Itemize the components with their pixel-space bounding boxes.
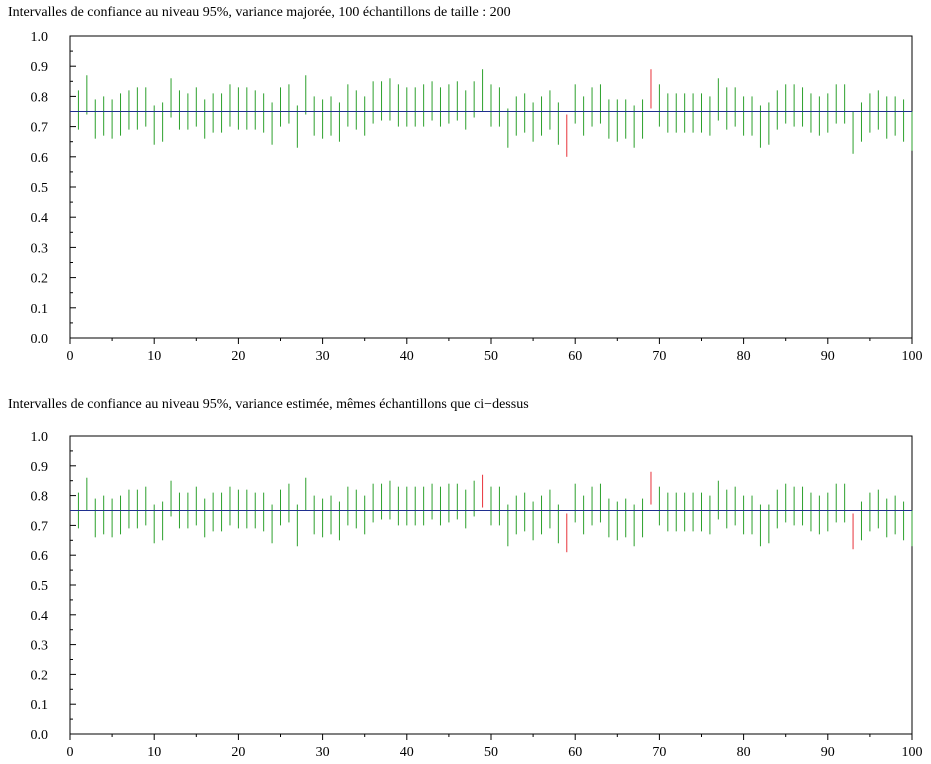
y-tick-label: 0.4 xyxy=(31,609,49,624)
y-tick-label: 0.2 xyxy=(31,272,49,287)
x-tick-label: 30 xyxy=(316,745,330,760)
y-tick-label: 1.0 xyxy=(31,30,49,45)
y-tick-label: 0.0 xyxy=(31,728,49,743)
x-tick-label: 0 xyxy=(67,349,74,364)
plot-frame xyxy=(69,35,913,339)
x-tick-label: 50 xyxy=(484,349,498,364)
x-tick-label: 100 xyxy=(902,745,923,760)
y-tick-label: 0.3 xyxy=(31,639,49,654)
y-tick-label: 0.7 xyxy=(31,519,49,534)
y-tick-label: 0.3 xyxy=(31,241,49,256)
x-tick-label: 80 xyxy=(737,745,751,760)
y-tick-label: 0.1 xyxy=(31,698,49,713)
x-tick-label: 50 xyxy=(484,745,498,760)
y-tick-label: 0.9 xyxy=(31,60,49,75)
x-tick-label: 10 xyxy=(147,349,161,364)
y-tick-label: 0.1 xyxy=(31,302,49,317)
confidence-interval-chart: 0.0 0.1 0.2 0.3 0.4 0.5 0.6 0.7 0.8 0.9 1.0 0 10 20 30… xyxy=(31,430,923,760)
x-tick-label: 20 xyxy=(231,745,245,760)
x-tick-label: 10 xyxy=(147,745,161,760)
y-tick-label: 0.8 xyxy=(31,90,49,105)
plot-frame xyxy=(69,435,913,735)
y-tick-label: 0.4 xyxy=(31,211,49,226)
x-tick-label: 70 xyxy=(652,745,666,760)
y-tick-label: 0.5 xyxy=(31,579,49,594)
x-tick-label: 80 xyxy=(737,349,751,364)
y-tick-label: 0.0 xyxy=(31,332,49,347)
x-tick-label: 60 xyxy=(568,349,582,364)
chart-title: Intervalles de confiance au niveau 95%, … xyxy=(8,397,529,412)
y-tick-label: 0.7 xyxy=(31,121,49,136)
y-tick-label: 0.6 xyxy=(31,549,49,564)
y-tick-label: 0.9 xyxy=(31,460,49,475)
y-tick-label: 1.0 xyxy=(31,430,49,445)
x-tick-label: 0 xyxy=(67,745,74,760)
x-tick-label: 40 xyxy=(400,745,414,760)
confidence-interval-chart: 0.0 0.1 0.2 0.3 0.4 0.5 0.6 0.7 0.8 0.9 1.0 0 10 20 30… xyxy=(31,30,923,364)
chart-title: Intervalles de confiance au niveau 95%, … xyxy=(8,5,511,20)
x-tick-label: 90 xyxy=(821,745,835,760)
chart-panel-bottom: Intervalles de confiance au niveau 95%, … xyxy=(0,386,931,764)
x-tick-label: 90 xyxy=(821,349,835,364)
y-tick-label: 0.5 xyxy=(31,181,49,196)
x-tick-label: 30 xyxy=(316,349,330,364)
y-tick-label: 0.6 xyxy=(31,151,49,166)
x-tick-label: 60 xyxy=(568,745,582,760)
y-tick-label: 0.2 xyxy=(31,668,49,683)
x-tick-label: 70 xyxy=(652,349,666,364)
chart-panel-top: Intervalles de confiance au niveau 95%, … xyxy=(0,0,931,380)
y-tick-label: 0.8 xyxy=(31,490,49,505)
x-tick-label: 40 xyxy=(400,349,414,364)
x-tick-label: 20 xyxy=(231,349,245,364)
x-tick-label: 100 xyxy=(902,349,923,364)
